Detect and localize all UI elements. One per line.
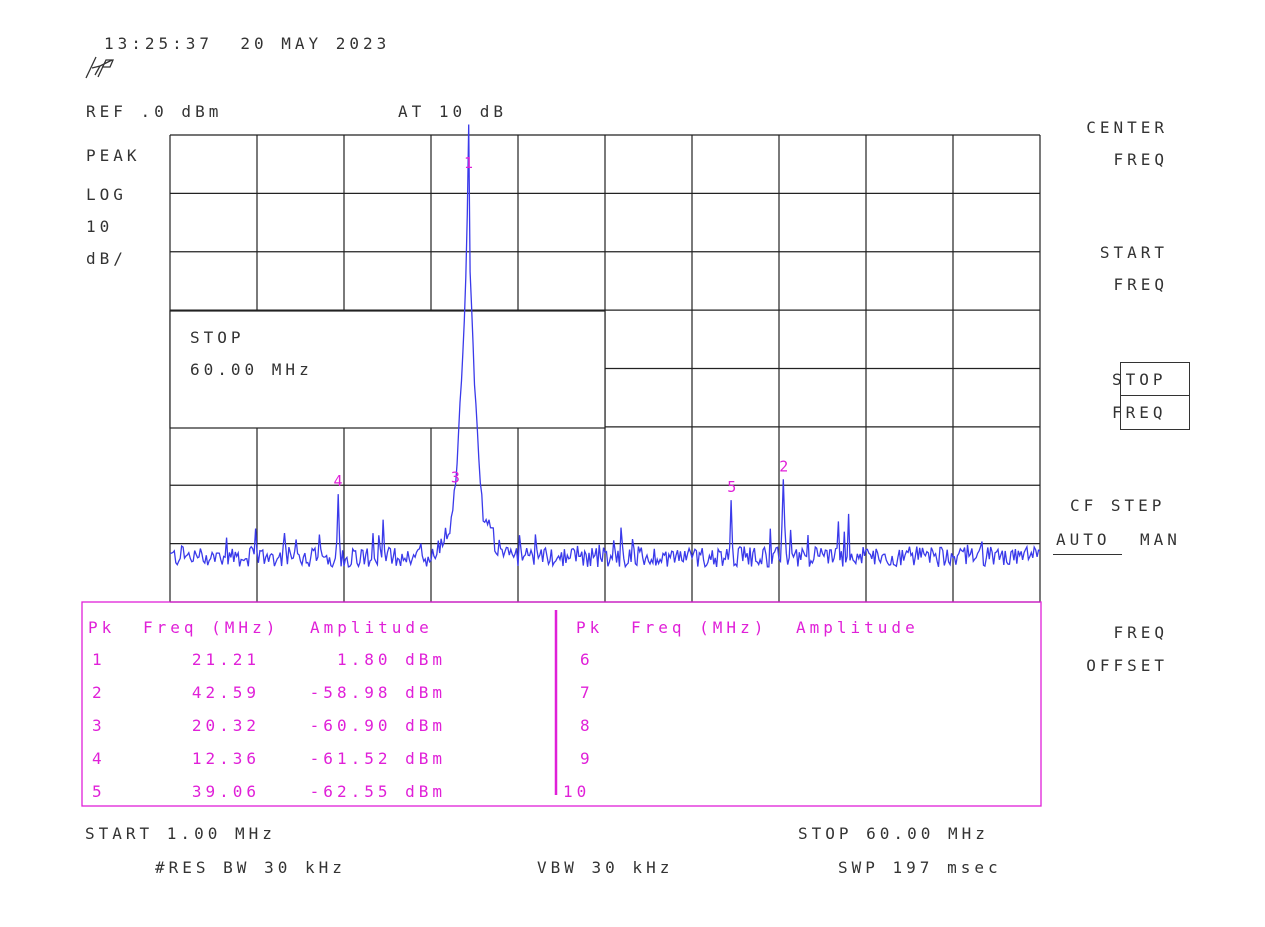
softkey-stop-freq-box-bottom	[1120, 395, 1190, 430]
scale-type: LOG	[86, 185, 127, 204]
rbw-annotation: #RES BW 30 kHz	[155, 858, 346, 877]
stop-freq-annotation: STOP 60.00 MHz	[798, 824, 989, 843]
row-amp: -62.55 dBm	[309, 782, 446, 801]
softkey-cf-step-label: CF STEP	[1070, 496, 1166, 515]
marker-labels: 1 2 3 4 5	[334, 154, 789, 496]
row-pk-right: 7	[580, 683, 594, 702]
softkey-freq-offset-line2: OFFSET	[1086, 656, 1168, 675]
detector-mode: PEAK	[86, 146, 141, 165]
spectrum-trace	[169, 124, 1041, 569]
marker-label-5: 5	[727, 478, 736, 496]
active-function-box	[169, 310, 606, 429]
row-freq: 20.32	[191, 716, 260, 735]
table-header-amplitude-right: Amplitude	[796, 618, 919, 637]
sweep-time-annotation: SWP 197 msec	[838, 858, 1002, 877]
row-freq: 39.06	[191, 782, 260, 801]
row-pk-right: 8	[580, 716, 594, 735]
cf-step-auto-option: AUTO	[1056, 530, 1111, 549]
row-amp: 1.80 dBm	[336, 650, 446, 669]
row-pk: 1	[92, 650, 106, 669]
row-amp: -61.52 dBm	[309, 749, 446, 768]
marker-label-1: 1	[464, 154, 473, 172]
softkey-stop-freq-line1: STOP	[1112, 370, 1167, 389]
timestamp: 13:25:37 20 MAY 2023	[104, 34, 391, 53]
peak-table-box	[81, 601, 1042, 807]
marker-label-3: 3	[451, 469, 460, 487]
table-header-pk-right: Pk	[576, 618, 604, 637]
softkey-start-freq-line1: START	[1099, 243, 1168, 262]
softkey-center-freq-line1: CENTER	[1086, 118, 1168, 137]
row-pk: 4	[92, 749, 106, 768]
row-pk: 5	[92, 782, 106, 801]
active-function-label: STOP	[190, 328, 245, 347]
softkey-stop-freq-line2: FREQ	[1112, 403, 1167, 422]
scale-unit: dB/	[86, 249, 127, 268]
scale-value: 10	[86, 217, 114, 236]
softkey-center-freq-line2: FREQ	[1113, 150, 1168, 169]
row-pk: 2	[92, 683, 106, 702]
row-pk-right: 9	[580, 749, 594, 768]
softkey-start-freq-line2: FREQ	[1113, 275, 1168, 294]
marker-label-4: 4	[334, 472, 343, 490]
row-pk-right: 6	[580, 650, 594, 669]
row-freq: 42.59	[191, 683, 260, 702]
row-pk-right: 10	[563, 782, 591, 801]
cf-step-auto-underline	[1053, 554, 1122, 555]
row-amp: -60.90 dBm	[309, 716, 446, 735]
table-header-amplitude: Amplitude	[310, 618, 433, 637]
table-header-freq-right: Freq (MHz)	[631, 618, 768, 637]
table-header-freq: Freq (MHz)	[143, 618, 280, 637]
ref-level: REF .0 dBm	[86, 102, 223, 121]
row-freq: 21.21	[191, 650, 260, 669]
row-amp: -58.98 dBm	[309, 683, 446, 702]
vbw-annotation: VBW 30 kHz	[537, 858, 674, 877]
start-freq-annotation: START 1.00 MHz	[85, 824, 276, 843]
active-function-value: 60.00 MHz	[190, 360, 313, 379]
hp-logo	[85, 56, 114, 79]
attenuation: AT 10 dB	[398, 102, 508, 121]
cf-step-man-option: MAN	[1140, 530, 1181, 549]
row-freq: 12.36	[191, 749, 260, 768]
marker-label-2: 2	[779, 457, 788, 475]
row-pk: 3	[92, 716, 106, 735]
softkey-freq-offset-line1: FREQ	[1113, 623, 1168, 642]
table-header-pk: Pk	[88, 618, 116, 637]
